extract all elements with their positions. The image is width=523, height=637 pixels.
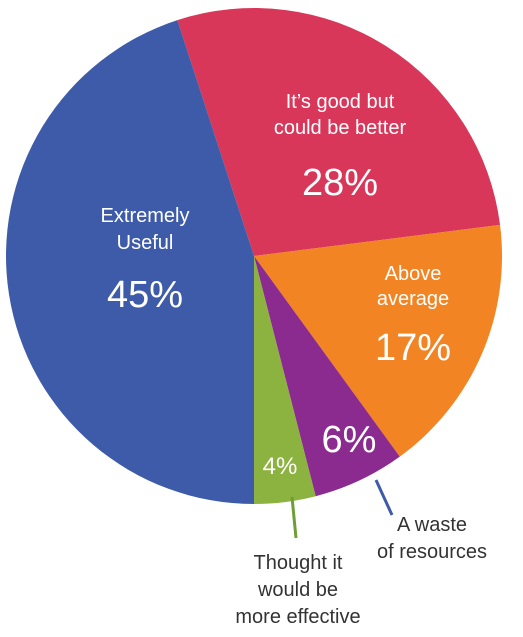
outside-label-2-1: of resources [377, 541, 487, 563]
pie-slice-4 [6, 20, 255, 505]
outside-label-2-0: A waste [397, 514, 467, 536]
outside-label-3-0: Thought it [254, 552, 343, 574]
slice-name-label-0-1: could be better [274, 117, 407, 139]
slice-value-label-4: 45% [107, 274, 183, 316]
slice-value-label-0: 28% [302, 162, 378, 204]
outside-label-3-1: would be [257, 579, 338, 601]
slice-name-label-1-1: average [377, 288, 449, 310]
slice-name-label-0-0: It’s good but [286, 91, 395, 113]
slice-value-label-2: 6% [322, 419, 377, 461]
pie-slice-3 [254, 256, 316, 504]
slice-value-label-1: 17% [375, 327, 451, 369]
slice-value-label-3: 4% [263, 453, 298, 480]
pie-slice-0 [177, 8, 501, 256]
leader-line-2 [374, 479, 394, 516]
leader-line-3 [290, 496, 298, 539]
slice-name-label-4-0: Extremely [101, 205, 190, 227]
slice-name-label-4-1: Useful [117, 232, 174, 254]
slice-name-label-1-0: Above [385, 263, 442, 285]
outside-label-3-2: more effective [235, 606, 360, 628]
pie-slice-2 [254, 256, 400, 497]
pie-slice-1 [254, 224, 502, 457]
